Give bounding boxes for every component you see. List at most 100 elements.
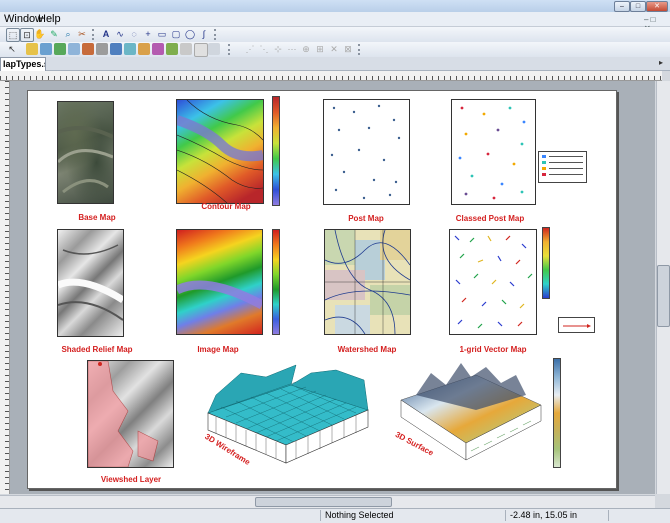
layer-icon[interactable] (180, 43, 192, 55)
reference-vector-arrow (563, 324, 591, 328)
base-map-texture (58, 126, 113, 194)
post-map-icon[interactable] (68, 43, 80, 55)
viewshed-map[interactable] (87, 360, 174, 468)
base-map[interactable] (57, 101, 114, 204)
rounded-rect-icon[interactable]: ▢ (171, 29, 181, 39)
vertex-icon[interactable]: ⊹ (274, 44, 282, 54)
maximize-button[interactable]: □ (630, 1, 646, 12)
hand-icon[interactable]: ✋ (34, 29, 46, 39)
status-bar (0, 508, 670, 523)
mdi-controls[interactable]: – □ ✕ (644, 15, 656, 33)
title-bar (0, 0, 670, 12)
watershed-basins (325, 230, 410, 334)
horizontal-ruler (0, 71, 662, 81)
digitize-icon[interactable]: ⋰ (245, 44, 255, 54)
contour-color-scale (272, 96, 280, 206)
menu-help[interactable]: Help (38, 13, 61, 25)
image-texture (177, 280, 262, 309)
reshape-icon[interactable]: ⋱ (259, 44, 269, 54)
surface-mesh (400, 363, 542, 461)
post-points (330, 104, 401, 200)
post-map[interactable] (323, 99, 410, 205)
wireframe-mesh (207, 364, 369, 464)
draw-icon[interactable]: ✎ (50, 29, 58, 39)
status-selection: Nothing Selected (320, 510, 495, 521)
select-icon[interactable]: ⬚ (6, 28, 20, 42)
close-button[interactable]: ✕ (646, 1, 668, 12)
caption-viewshed-layer: Viewshed Layer (100, 475, 162, 484)
vertical-scroll-thumb[interactable] (657, 265, 670, 327)
text-icon[interactable]: A (102, 29, 110, 39)
break-icon[interactable]: ⋯ (287, 44, 297, 54)
menu-window[interactable]: Window (4, 13, 44, 25)
delete-icon[interactable]: ✕ (330, 44, 338, 54)
caption-image-map: Image Map (197, 345, 239, 354)
surface-3d[interactable] (376, 355, 546, 470)
observer-point (98, 362, 102, 366)
menu-bar (0, 12, 670, 27)
status-extra-pane (608, 510, 670, 521)
image-color-scale (272, 229, 280, 335)
wireframe-icon[interactable] (124, 43, 136, 55)
shaded-relief-map[interactable] (57, 229, 124, 337)
horizontal-scroll-thumb[interactable] (255, 497, 392, 507)
contour-map[interactable] (176, 99, 264, 204)
image-map[interactable] (176, 229, 263, 335)
arrow-icon[interactable]: ↖ (8, 44, 16, 54)
new-map-icon[interactable] (26, 43, 38, 55)
viewshed-icon[interactable] (166, 43, 178, 55)
caption-classed-post-map: Classed Post Map (455, 214, 525, 223)
relief-texture (58, 244, 123, 321)
caption-vector-map: 1-grid Vector Map (459, 345, 527, 354)
vector-color-scale (542, 227, 550, 299)
ellipse-icon[interactable]: ◯ (184, 29, 196, 39)
watershed-icon[interactable] (152, 43, 164, 55)
toolbar-grip[interactable] (358, 44, 363, 55)
properties-icon[interactable] (194, 43, 208, 57)
classed-post-map[interactable] (451, 99, 536, 205)
classed-points (458, 106, 526, 200)
contour-map-icon[interactable] (54, 43, 66, 55)
scissors-icon[interactable]: ✂ (78, 29, 86, 39)
caption-post-map: Post Map (348, 214, 384, 223)
classed-post-legend (538, 151, 587, 183)
combine-icon[interactable]: ⊞ (316, 44, 324, 54)
rectangle-icon[interactable]: ▭ (157, 29, 167, 39)
join-islands-icon[interactable]: ⊠ (344, 44, 352, 54)
watershed-map[interactable] (324, 229, 411, 335)
toolbar-grip[interactable] (214, 29, 219, 40)
caption-contour-map: Contour Map (201, 202, 251, 211)
document-tab[interactable]: lapTypes.srf (0, 57, 46, 71)
toolbar-grip[interactable] (92, 29, 97, 40)
contour-lines (177, 100, 263, 203)
spline-icon[interactable]: ∫ (202, 29, 206, 39)
join-icon[interactable]: ⊕ (302, 44, 310, 54)
surface-icon[interactable] (138, 43, 150, 55)
shaded-relief-icon[interactable] (96, 43, 108, 55)
wireframe-3d[interactable] (196, 355, 372, 470)
point-icon[interactable]: + (145, 29, 151, 39)
document-tab-strip (0, 57, 670, 71)
minimize-button[interactable]: – (614, 1, 630, 12)
viewshed-layer (88, 361, 159, 467)
vector-map-icon[interactable] (110, 43, 122, 55)
vector-map[interactable] (449, 229, 537, 335)
caption-watershed-map: Watershed Map (337, 345, 397, 354)
reference-vector-legend (558, 317, 595, 333)
vertical-ruler (0, 81, 10, 494)
search-icon[interactable]: ⌕ (65, 29, 71, 39)
image-map-icon[interactable] (82, 43, 94, 55)
surface-color-scale (553, 358, 561, 468)
base-map-icon[interactable] (40, 43, 52, 55)
tab-scroll-right-icon[interactable]: ▸ (659, 58, 664, 67)
symbol-icon[interactable]: ◌ (131, 29, 137, 39)
caption-shaded-relief-map: Shaded Relief Map (61, 345, 133, 354)
polyline-icon[interactable]: ∿ (116, 29, 124, 39)
zoom-fit-icon[interactable]: ⊡ (20, 28, 34, 42)
caption-base-map: Base Map (78, 213, 116, 222)
grid-icon[interactable] (208, 43, 220, 55)
classed-legend-swatches (542, 155, 583, 176)
vector-arrows (454, 235, 533, 329)
status-coordinates: -2.48 in, 15.05 in (505, 510, 610, 521)
toolbar-grip[interactable] (228, 44, 233, 55)
